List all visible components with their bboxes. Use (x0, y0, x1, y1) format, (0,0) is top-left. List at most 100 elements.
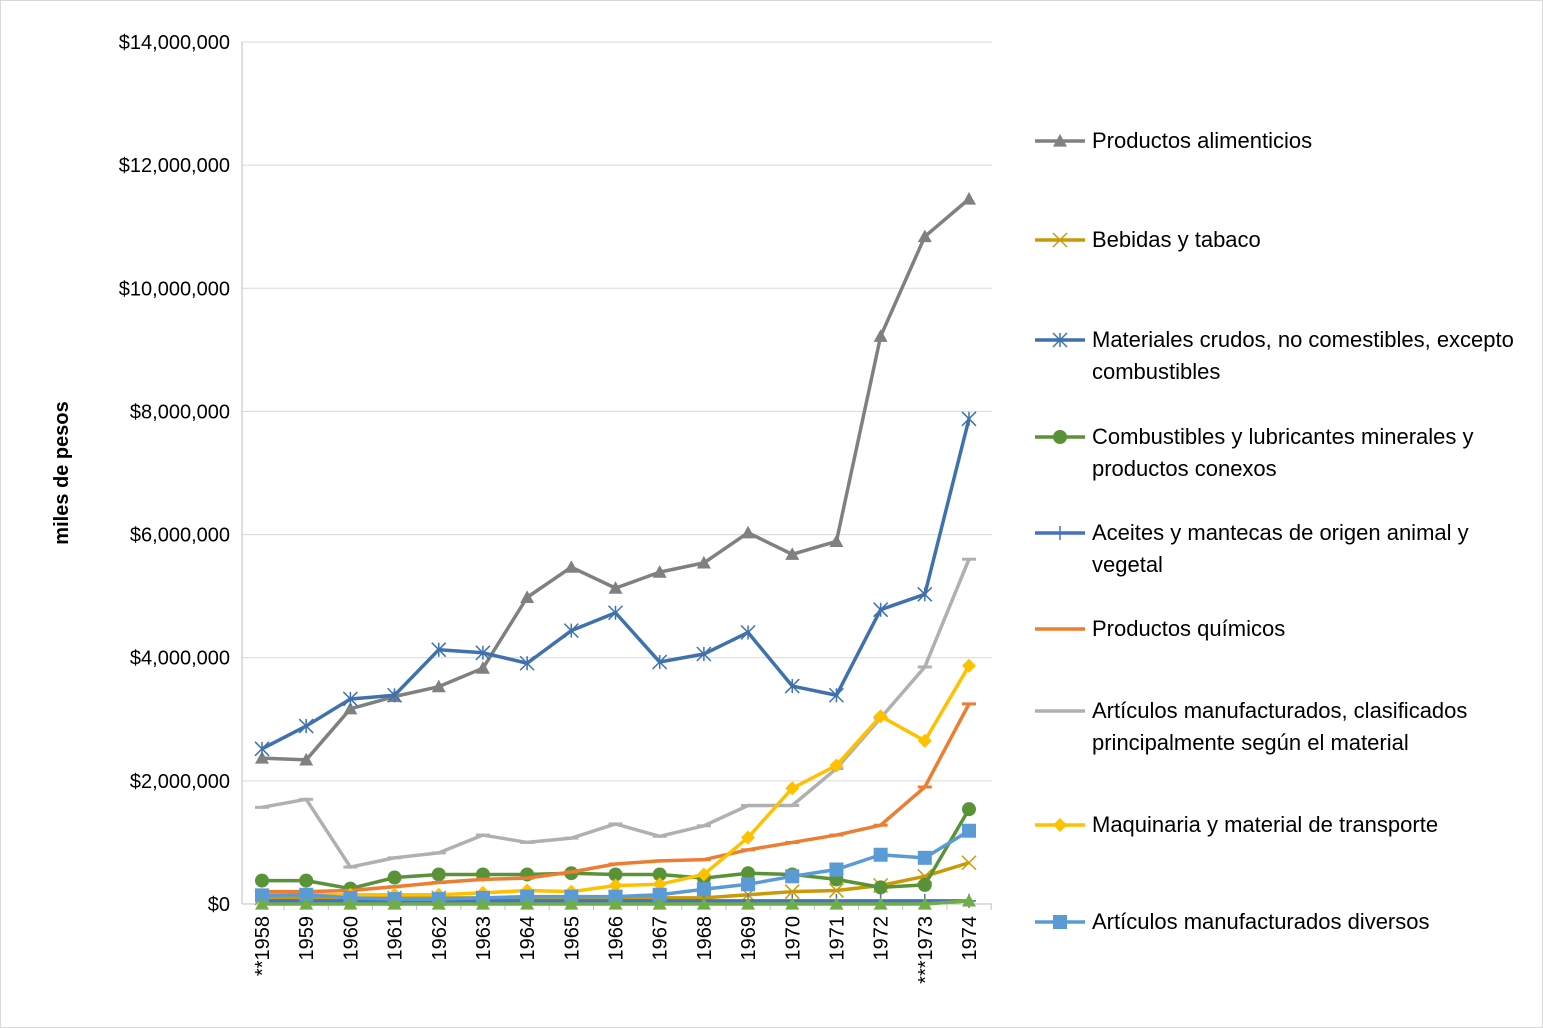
legend-swatch (1035, 430, 1085, 444)
marker (785, 547, 800, 560)
marker (961, 411, 977, 427)
marker (829, 897, 844, 910)
y-tick-label: $10,000,000 (119, 278, 230, 300)
legend-entry: Maquinaria y material de transporte (1030, 809, 1535, 841)
marker (343, 701, 358, 715)
marker (255, 888, 269, 903)
legend-swatch (1035, 709, 1085, 713)
marker (917, 733, 932, 748)
marker (1053, 134, 1067, 147)
legend-entry: Productos químicos (1030, 613, 1535, 645)
marker (741, 866, 756, 881)
marker (652, 654, 668, 670)
marker (696, 897, 711, 910)
marker (917, 850, 932, 865)
legend-swatch (1035, 526, 1085, 540)
legend-label: Maquinaria y material de transporte (1092, 812, 1439, 837)
x-tick-label: **1958 (252, 916, 274, 976)
legend-entry: Artículos manufacturados diversos (1030, 906, 1535, 938)
marker (299, 752, 314, 766)
marker (962, 823, 976, 838)
legend-label: Materiales crudos, no comestibles, excep… (1092, 327, 1514, 384)
marker (608, 581, 623, 594)
legend-entry: Bebidas y tabaco (1030, 224, 1535, 256)
marker (1052, 232, 1068, 248)
marker (873, 847, 888, 862)
x-tick-label: 1964 (517, 916, 539, 961)
marker (696, 555, 711, 569)
marker (829, 534, 844, 547)
marker (299, 873, 314, 888)
marker (917, 897, 932, 910)
marker (652, 897, 667, 910)
marker (431, 897, 446, 910)
x-tick-label: 1965 (561, 916, 583, 961)
marker (828, 882, 844, 898)
marker (475, 645, 491, 661)
marker (342, 691, 358, 707)
marker (299, 887, 314, 902)
marker (431, 679, 446, 693)
marker (873, 709, 888, 724)
x-tick-label: ***1973 (915, 916, 937, 984)
marker (255, 897, 269, 910)
marker (829, 862, 844, 877)
marker (520, 590, 535, 603)
y-tick-label: $12,000,000 (119, 155, 230, 177)
marker (564, 560, 579, 573)
legend-label: Productos químicos (1092, 616, 1286, 641)
marker (608, 878, 623, 893)
marker (564, 897, 579, 910)
marker (785, 869, 800, 884)
x-tick-label: 1969 (738, 916, 760, 961)
legend-entry: Materiales crudos, no comestibles, excep… (1030, 324, 1535, 388)
marker (608, 867, 623, 882)
marker (784, 884, 800, 900)
series-line (261, 197, 971, 762)
marker (741, 897, 756, 910)
legend-label: Artículos manufacturados diversos (1092, 909, 1430, 934)
marker (387, 687, 403, 703)
marker (255, 873, 269, 888)
legend-entry: Combustibles y lubricantes minerales y p… (1030, 421, 1535, 485)
marker (741, 830, 756, 845)
legend-swatch (1035, 915, 1085, 929)
marker (652, 887, 667, 902)
marker (962, 802, 976, 817)
marker (387, 870, 402, 885)
marker (563, 623, 579, 639)
y-tick-label: $8,000,000 (130, 401, 230, 423)
marker (784, 678, 800, 694)
marker (1053, 818, 1067, 832)
marker (696, 646, 712, 662)
marker (962, 192, 976, 205)
marker (343, 897, 358, 910)
marker (873, 329, 888, 342)
marker (873, 602, 889, 618)
marker (387, 897, 402, 910)
marker (607, 605, 624, 621)
marker (828, 687, 844, 703)
marker (873, 897, 888, 910)
marker (962, 658, 976, 673)
legend-swatch (1035, 232, 1085, 248)
x-tick-label: 1961 (385, 916, 407, 961)
marker (917, 877, 932, 892)
legend-entry: Productos alimenticios (1030, 125, 1535, 157)
marker (564, 889, 579, 904)
marker (1053, 430, 1067, 444)
marker (741, 525, 756, 539)
marker (255, 751, 269, 764)
legend-label: Artículos manufacturados, clasificados p… (1092, 698, 1468, 755)
marker (608, 889, 623, 904)
legend-label: Combustibles y lubricantes minerales y p… (1092, 424, 1474, 481)
marker (431, 867, 446, 882)
x-tick-label: 1968 (694, 916, 716, 961)
legend-label: Productos alimenticios (1092, 128, 1313, 153)
x-tick-label: 1962 (429, 916, 451, 961)
legend-swatch (1035, 332, 1085, 348)
marker (608, 897, 623, 910)
marker (961, 855, 977, 871)
